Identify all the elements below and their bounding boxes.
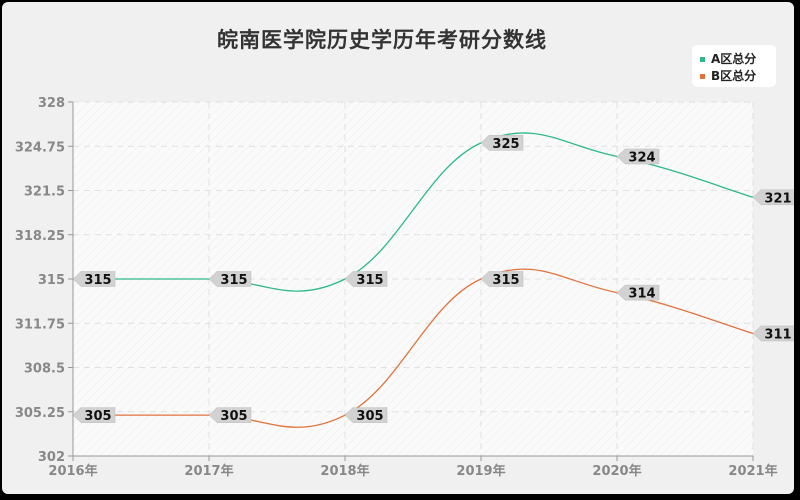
- chart-title: 皖南医学院历史学历年考研分数线: [217, 28, 547, 52]
- svg-text:315: 315: [220, 273, 247, 288]
- data-label: 314: [616, 284, 660, 302]
- svg-text:305: 305: [84, 409, 111, 424]
- y-tick-label: 328: [38, 96, 65, 111]
- y-tick-label: 324.75: [15, 140, 65, 155]
- legend-item-b[interactable]: B区总分: [700, 67, 756, 84]
- svg-text:311: 311: [764, 327, 791, 342]
- legend-label-a: A区总分: [711, 52, 757, 66]
- data-label: 315: [480, 271, 524, 288]
- data-label: 305: [208, 407, 252, 424]
- data-label: 321: [752, 189, 794, 206]
- x-tick-label: 2018年: [320, 463, 369, 479]
- legend-label-b: B区总分: [711, 69, 757, 83]
- y-tick-label: 315: [38, 273, 65, 288]
- data-label: 315: [208, 271, 252, 288]
- y-tick-label: 305.25: [15, 406, 65, 421]
- svg-text:315: 315: [492, 273, 519, 288]
- svg-text:305: 305: [220, 409, 247, 424]
- data-label: 305: [72, 407, 116, 424]
- legend-swatch-b-icon: [700, 74, 705, 79]
- svg-text:315: 315: [356, 273, 383, 288]
- data-label: 325: [480, 135, 524, 152]
- y-tick-label: 321.5: [24, 185, 65, 200]
- data-label: 305: [344, 407, 388, 424]
- svg-text:305: 305: [356, 409, 383, 424]
- x-tick-label: 2016年: [48, 463, 97, 479]
- legend-swatch-a-icon: [700, 57, 705, 62]
- data-label: 311: [752, 325, 794, 342]
- svg-text:315: 315: [84, 273, 111, 288]
- data-label: 315: [344, 271, 388, 288]
- x-tick-label: 2021年: [728, 463, 777, 479]
- legend-item-a[interactable]: A区总分: [700, 50, 756, 67]
- y-tick-label: 308.5: [24, 362, 65, 377]
- y-tick-label: 302: [38, 450, 65, 465]
- x-tick-label: 2020年: [592, 463, 641, 479]
- svg-text:324: 324: [628, 150, 655, 165]
- y-tick-label: 318.25: [15, 229, 65, 244]
- chart-legend: A区总分 B区总分: [692, 45, 776, 87]
- svg-text:314: 314: [628, 287, 655, 302]
- svg-text:321: 321: [764, 191, 791, 206]
- svg-text:325: 325: [492, 137, 519, 152]
- y-tick-label: 311.75: [15, 317, 65, 332]
- data-label: 324: [616, 148, 660, 165]
- x-tick-label: 2019年: [456, 463, 505, 479]
- data-label: 315: [72, 271, 116, 288]
- x-tick-label: 2017年: [184, 463, 233, 479]
